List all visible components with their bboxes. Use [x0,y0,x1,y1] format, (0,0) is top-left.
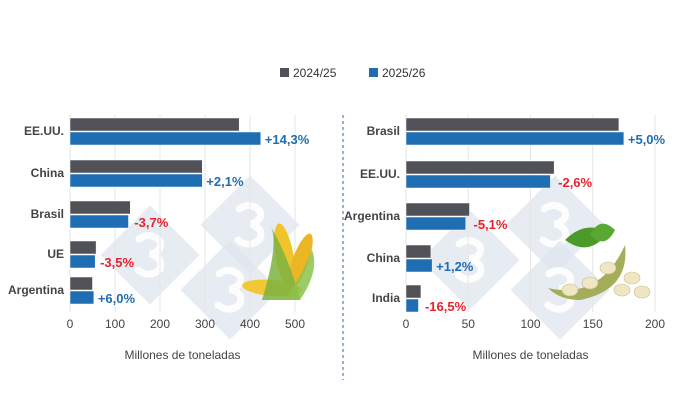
corn-illustration [242,223,315,300]
bar-2024-25 [69,117,240,132]
bar-2024-25 [405,202,470,217]
category-label: Brasil [31,207,64,221]
watermark-digit-shape [134,232,165,278]
bar-2024-25 [69,276,93,291]
category-label: China [31,166,65,180]
bar-2025-26 [405,298,419,313]
category-label: Argentina [344,209,400,223]
soy-pod [548,245,626,300]
data-label: +14,3% [265,132,310,147]
bar-2025-26 [69,173,203,188]
soybean [581,276,599,290]
category-label: Brasil [367,124,400,138]
data-label: -3,5% [100,255,134,270]
x-tick-label: 0 [67,317,74,331]
bar-2024-25 [69,200,131,215]
bar-2024-25 [69,240,97,255]
bar-2025-26 [69,214,129,229]
x-tick-label: 300 [195,317,215,331]
x-tick-label: 150 [583,317,603,331]
chart-panel-0: 0 100 200 300 400 500 Millones de toneladas EE.… [8,115,310,362]
x-tick-label: 400 [240,317,260,331]
soybean [623,271,641,285]
watermark-digit-shape [214,267,245,313]
bar-2025-26 [405,174,551,189]
data-label: -3,7% [134,215,168,230]
watermark-digit-shape [544,267,575,313]
x-axis-title: Millones de toneladas [124,348,240,362]
watermark-digit-shape [454,237,485,283]
legend: 2024/25 2025/26 [280,66,426,80]
x-tick-label: 100 [105,317,125,331]
data-label: -16,5% [425,299,467,314]
legend-label: 2024/25 [293,66,337,80]
x-tick-label: 200 [645,317,665,331]
x-tick-label: 0 [403,317,410,331]
corn-husk [262,225,300,300]
soybean [599,261,617,275]
legend-swatch [280,68,289,77]
corn-cob [287,233,313,291]
bar-2025-26 [405,216,467,231]
bar-2025-26 [405,258,433,273]
soybean [633,285,651,299]
data-label: +6,0% [98,291,136,306]
data-label: +2,1% [206,174,244,189]
bar-2025-26 [69,254,96,269]
x-tick-label: 50 [462,317,476,331]
soybean [561,283,579,297]
category-label: UE [47,247,64,261]
data-label: -5,1% [473,217,507,232]
category-label: China [367,251,401,265]
bar-2024-25 [405,284,422,299]
bar-2024-25 [69,159,203,174]
bar-2025-26 [405,131,625,146]
bar-2024-25 [405,160,555,175]
soy-leaf [590,223,615,242]
data-label: +1,2% [436,259,474,274]
watermark-logo [100,175,610,340]
x-tick-label: 500 [285,317,305,331]
soybean-illustration [548,223,651,300]
soybean [613,283,631,297]
data-label: +5,0% [628,132,666,147]
legend-label: 2025/26 [382,66,426,80]
bar-2025-26 [69,290,95,305]
category-label: India [372,291,400,305]
bar-2024-25 [405,244,432,259]
x-axis-title: Millones de toneladas [472,348,588,362]
x-tick-label: 100 [520,317,540,331]
bar-2025-26 [69,131,262,146]
legend-swatch [369,68,378,77]
x-tick-label: 200 [150,317,170,331]
data-label: -2,6% [558,175,592,190]
bar-2024-25 [405,117,620,132]
category-label: Argentina [8,283,64,297]
chart-panel-1: 0 50 100 150 200 Millones de toneladas Brasil +… [344,115,666,362]
corn-husk [285,250,315,300]
category-label: EE.UU. [360,167,400,181]
category-label: EE.UU. [24,124,64,138]
